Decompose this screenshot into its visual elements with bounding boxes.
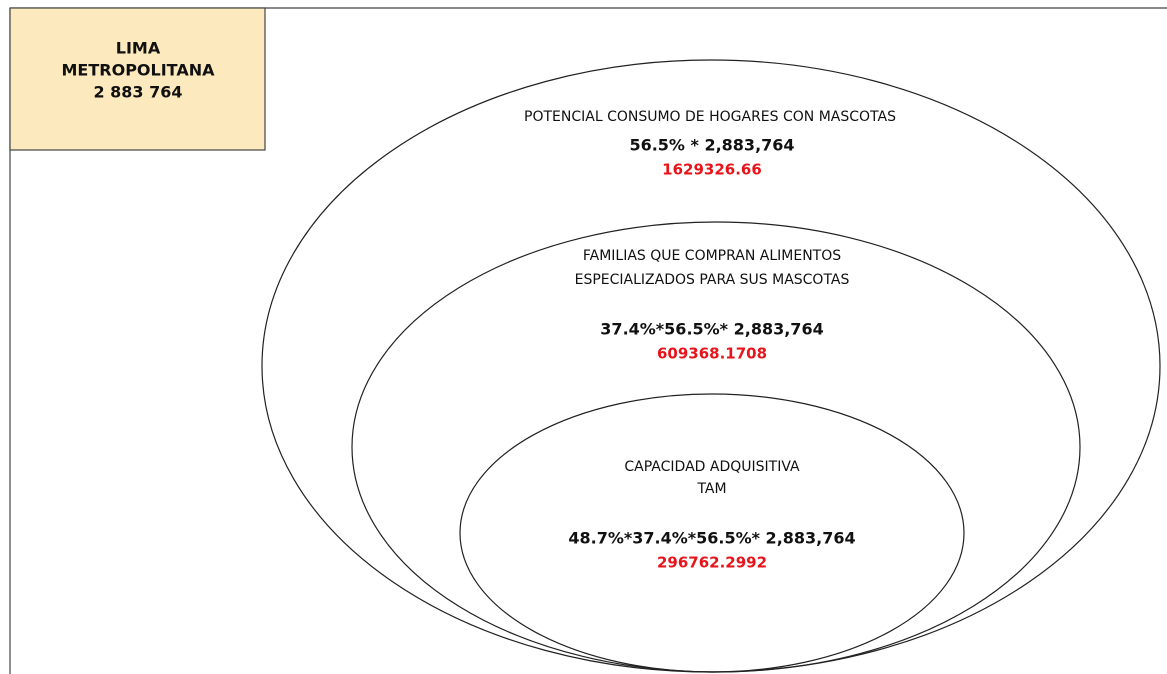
level-label: FAMILIAS QUE COMPRAN ALIMENTOS	[583, 248, 841, 264]
level-formula: 56.5% * 2,883,764	[629, 136, 794, 155]
middle-ellipse	[351, 221, 1081, 673]
header-line: METROPOLITANA	[62, 61, 216, 80]
level-result: 1629326.66	[662, 161, 762, 179]
header-line: 2 883 764	[93, 83, 182, 102]
header-line: LIMA	[116, 39, 161, 58]
level-result: 609368.1708	[657, 345, 767, 363]
level-label: ESPECIALIZADOS PARA SUS MASCOTAS	[575, 272, 850, 288]
level-label: TAM	[696, 481, 726, 497]
level-formula: 48.7%*37.4%*56.5%* 2,883,764	[568, 529, 855, 548]
level-label: CAPACIDAD ADQUISITIVA	[624, 459, 800, 475]
level-label: POTENCIAL CONSUMO DE HOGARES CON MASCOTA…	[524, 109, 896, 125]
inner-ellipse	[459, 393, 965, 673]
level-result: 296762.2992	[657, 554, 767, 572]
header-box	[9, 7, 266, 151]
level-formula: 37.4%*56.5%* 2,883,764	[600, 320, 823, 339]
